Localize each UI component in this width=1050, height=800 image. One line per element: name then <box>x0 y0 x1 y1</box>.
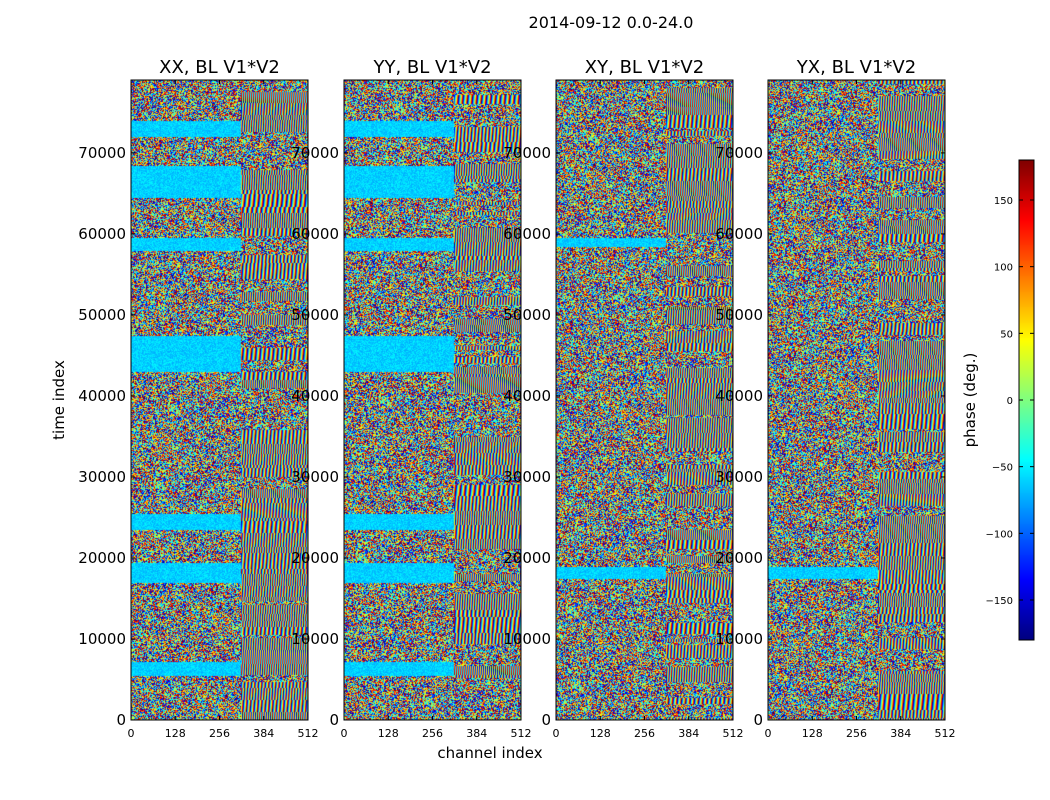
panel-title: XY, BL V1*V2 <box>585 57 704 78</box>
x-tick-label: 128 <box>590 727 611 740</box>
colorbar-gradient <box>1019 160 1034 640</box>
x-tick-label: 256 <box>846 727 867 740</box>
y-tick-label: 60000 <box>291 225 339 243</box>
x-tick-label: 0 <box>128 727 135 740</box>
y-tick-label: 50000 <box>715 306 763 324</box>
x-tick-label: 512 <box>511 727 532 740</box>
x-axis-label: channel index <box>437 744 542 762</box>
y-tick-label: 50000 <box>78 306 126 324</box>
y-tick-label: 20000 <box>291 549 339 567</box>
colorbar: 150 100 50 0 −50 −100 −150 <box>986 159 1035 641</box>
heatmap-image <box>131 80 308 720</box>
y-tick-label: 30000 <box>291 468 339 486</box>
figure-suptitle: 2014-09-12 0.0-24.0 <box>529 13 694 32</box>
y-tick-label: 70000 <box>291 144 339 162</box>
y-tick-label: 40000 <box>78 387 126 405</box>
x-tick-label: 384 <box>466 727 487 740</box>
x-tick-label: 0 <box>341 727 348 740</box>
heatmap-image <box>768 80 945 720</box>
y-tick-label: 0 <box>753 711 763 729</box>
y-tick-label: 10000 <box>291 630 339 648</box>
y-tick-label: 40000 <box>291 387 339 405</box>
y-tick-label: 50000 <box>291 306 339 324</box>
panel-title: YX, BL V1*V2 <box>796 57 916 78</box>
y-tick-label: 70000 <box>78 144 126 162</box>
y-tick-label: 40000 <box>503 387 551 405</box>
x-tick-label: 256 <box>422 727 443 740</box>
y-tick-label: 60000 <box>78 225 126 243</box>
colorbar-tick-label: 0 <box>1007 396 1013 407</box>
x-tick-label: 0 <box>765 727 772 740</box>
y-tick-label: 0 <box>116 711 126 729</box>
x-tick-label: 384 <box>253 727 274 740</box>
y-tick-label: 0 <box>329 711 339 729</box>
colorbar-tick-label: 100 <box>994 263 1013 274</box>
colorbar-tick-label: −150 <box>986 596 1013 607</box>
colorbar-tick-label: 50 <box>1000 329 1013 340</box>
colorbar-tick-label: 150 <box>994 196 1013 207</box>
x-tick-label: 0 <box>553 727 560 740</box>
x-tick-label: 256 <box>634 727 655 740</box>
x-tick-label: 384 <box>678 727 699 740</box>
y-axis-label: time index <box>50 360 68 440</box>
x-tick-label: 512 <box>723 727 744 740</box>
colorbar-tick-label: −100 <box>986 529 1013 540</box>
y-tick-label: 30000 <box>78 468 126 486</box>
panels: XX, BL V1*V2 0 128 256 384 512 0 10000 20000 3000… <box>78 57 955 740</box>
panel-title: YY, BL V1*V2 <box>372 57 491 78</box>
y-tick-label: 0 <box>541 711 551 729</box>
panel-title: XX, BL V1*V2 <box>159 57 280 78</box>
y-tick-label: 60000 <box>503 225 551 243</box>
y-tick-label: 70000 <box>715 144 763 162</box>
x-tick-label: 128 <box>165 727 186 740</box>
y-tick-label: 10000 <box>78 630 126 648</box>
y-tick-label: 20000 <box>715 549 763 567</box>
x-tick-label: 384 <box>890 727 911 740</box>
y-tick-label: 20000 <box>78 549 126 567</box>
y-tick-label: 60000 <box>715 225 763 243</box>
y-tick-label: 50000 <box>503 306 551 324</box>
y-tick-label: 10000 <box>503 630 551 648</box>
x-tick-label: 128 <box>378 727 399 740</box>
heatmap-image <box>344 80 521 720</box>
y-tick-label: 20000 <box>503 549 551 567</box>
y-tick-label: 10000 <box>715 630 763 648</box>
y-tick-label: 40000 <box>715 387 763 405</box>
y-tick-label: 70000 <box>503 144 551 162</box>
panel-1: YY, BL V1*V2 0 128 256 384 512 0 10000 20000 3000… <box>291 57 531 740</box>
x-tick-label: 256 <box>209 727 230 740</box>
x-tick-label: 128 <box>802 727 823 740</box>
colorbar-tick-label: −50 <box>992 463 1013 474</box>
panel-2: XY, BL V1*V2 0 128 256 384 512 0 10000 20000 3000… <box>503 57 743 740</box>
panel-0: XX, BL V1*V2 0 128 256 384 512 0 10000 20000 3000… <box>78 57 318 740</box>
x-tick-label: 512 <box>935 727 956 740</box>
x-tick-label: 512 <box>298 727 319 740</box>
panel-3: YX, BL V1*V2 0 128 256 384 512 0 10000 20000 3000… <box>715 57 955 740</box>
y-tick-label: 30000 <box>503 468 551 486</box>
colorbar-label: phase (deg.) <box>961 353 979 448</box>
y-tick-label: 30000 <box>715 468 763 486</box>
heatmap-image <box>556 80 733 720</box>
